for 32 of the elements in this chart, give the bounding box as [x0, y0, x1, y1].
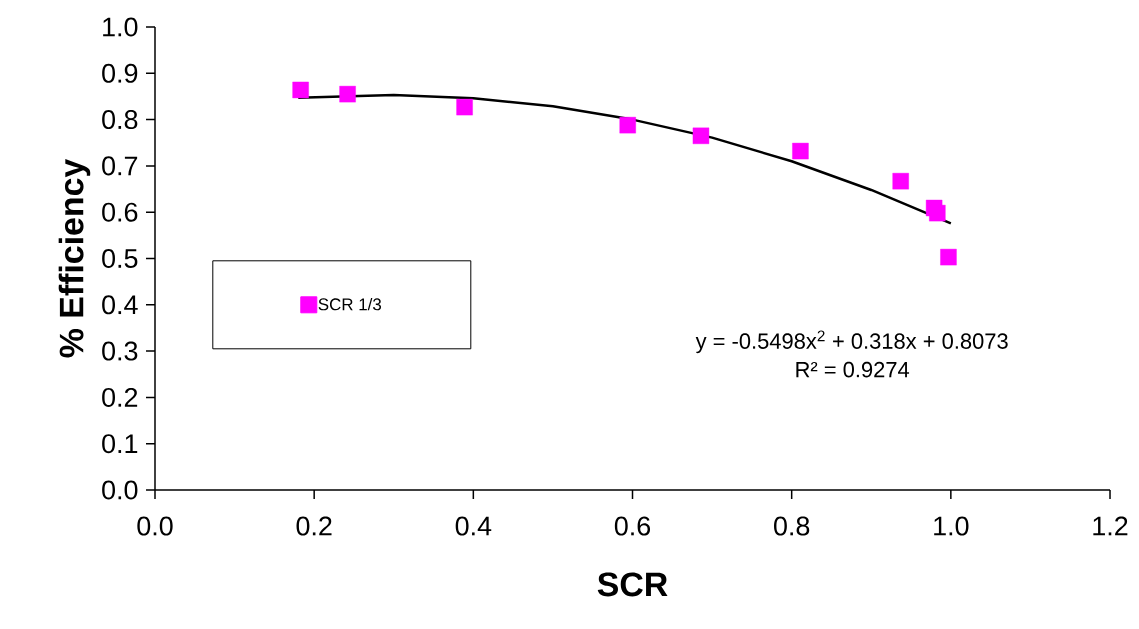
y-tick-label: 0.9 [102, 63, 138, 83]
point [792, 142, 809, 160]
x-axis-title: SCR [597, 572, 668, 597]
point [692, 127, 710, 144]
legend-label: SCR 1/3 [318, 297, 382, 311]
point [940, 248, 957, 266]
x-tick-label: 0.4 [455, 516, 492, 536]
y-tick-label: 0.8 [102, 110, 138, 130]
y-tick-label: 0.2 [102, 387, 138, 407]
y-tick-label: 0.5 [102, 248, 138, 269]
y-tick-label: 0.0 [102, 480, 138, 500]
x-tick-label: 0.6 [614, 516, 651, 536]
y-tick-label: 0.4 [102, 295, 138, 315]
point [456, 98, 473, 116]
y-tick-label: 1.0 [103, 17, 138, 37]
y-tick-label: 0.7 [102, 156, 138, 176]
point [929, 204, 946, 222]
x-tick-label: 1.0 [934, 516, 969, 536]
y-tick-label: 0.1 [102, 434, 138, 454]
y-tick-label: 0.3 [102, 341, 138, 361]
annotation: R² = 0.9274 [796, 361, 910, 378]
point [892, 172, 909, 190]
point [339, 85, 356, 103]
annotation: y = -0.5498x$^{2}$ + 0.318x + 0.8073 [695, 330, 1008, 354]
x-tick-label: 1.2 [1093, 516, 1128, 536]
x-tick-label: 0.8 [774, 516, 810, 536]
x-tick-label: 0.0 [137, 516, 173, 536]
y-tick-label: 0.6 [102, 202, 138, 222]
point [619, 116, 636, 134]
x-tick-label: 0.2 [296, 516, 332, 536]
point [292, 81, 309, 99]
y-axis-title: % Efficiency [58, 158, 91, 358]
